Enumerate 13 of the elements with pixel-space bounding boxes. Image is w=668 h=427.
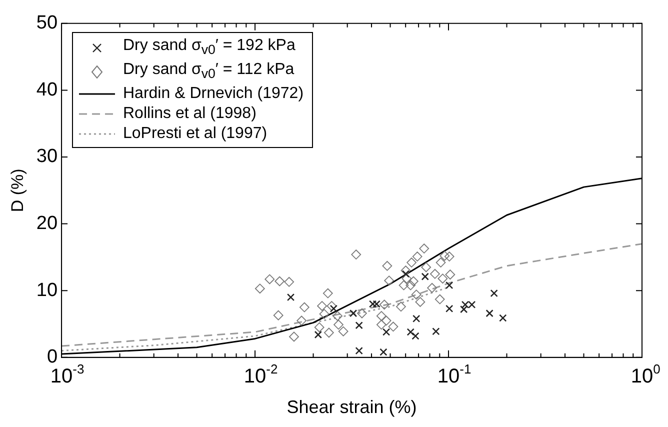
y-tick-label: 40 xyxy=(36,79,58,100)
legend-label: Rollins et al (1998) xyxy=(123,104,256,124)
y-tick-label: 50 xyxy=(36,12,58,34)
x-axis-title: Shear strain (%) xyxy=(286,397,417,418)
y-tick-label: 20 xyxy=(36,213,58,234)
legend-label: Hardin & Drnevich (1972) xyxy=(123,84,304,104)
y-axis-title: D (%) xyxy=(8,168,27,212)
y-tick-label: 10 xyxy=(36,280,58,301)
legend-label: Dry sand σ$_{v0}$′ = 192 kPa xyxy=(123,36,296,60)
legend-label: Dry sand σ$_{v0}$′ = 112 kPa xyxy=(123,60,294,84)
y-tick-label: 30 xyxy=(36,146,58,168)
legend-label: LoPresti et al (1997) xyxy=(123,124,268,144)
y-tick-label: 0 xyxy=(46,346,58,368)
